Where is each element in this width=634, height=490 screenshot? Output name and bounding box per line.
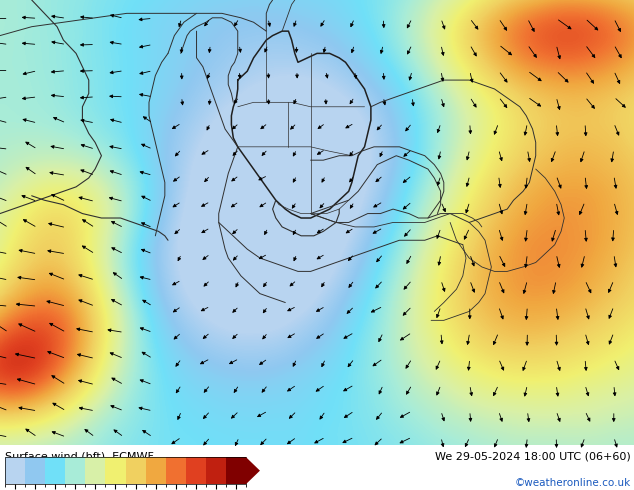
Text: Surface wind (bft)  ECMWF: Surface wind (bft) ECMWF (5, 452, 154, 462)
Text: ©weatheronline.co.uk: ©weatheronline.co.uk (515, 478, 631, 488)
Text: We 29-05-2024 18:00 UTC (06+60): We 29-05-2024 18:00 UTC (06+60) (435, 452, 631, 462)
Polygon shape (246, 457, 260, 484)
